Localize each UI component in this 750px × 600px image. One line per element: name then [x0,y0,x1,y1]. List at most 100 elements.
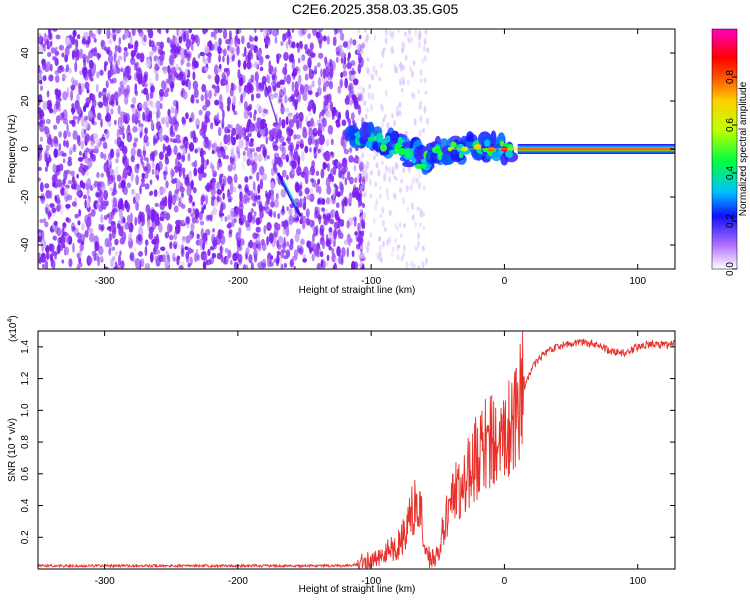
noise-cell [381,206,385,214]
noise-cell [112,29,116,33]
noise-cell [150,251,154,263]
noise-cell [58,44,64,51]
noise-cell [221,183,225,192]
noise-cell [375,161,379,169]
noise-cell [130,254,133,260]
noise-cell [222,55,225,63]
noise-cell [325,110,331,118]
noise-cell [180,73,186,83]
noise-cell [55,99,59,110]
noise-cell [170,106,175,114]
noise-cell [103,144,108,150]
noise-cell [218,160,223,168]
noise-cell [321,231,325,241]
x-tick-label: -300 [95,576,115,587]
noise-cell [137,234,143,242]
noise-cell [357,105,362,116]
noise-cell [409,184,413,191]
noise-cell [126,132,133,143]
noise-cell [195,98,200,104]
noise-cell [238,77,244,87]
noise-cell [371,93,375,101]
noise-cell [329,218,335,225]
noise-cell [323,99,329,106]
noise-cell [304,187,310,195]
noise-cell [381,240,385,248]
noise-cell [318,52,324,59]
noise-cell [374,69,378,77]
noise-cell [354,49,361,56]
signal-blob [418,163,427,169]
noise-cell [154,202,159,208]
noise-cell [110,222,115,233]
noise-cell [160,186,167,194]
noise-cell [190,41,194,52]
spectrogram-streak [263,81,302,217]
noise-cell [125,84,131,95]
noise-cell [333,221,340,230]
noise-cell [255,226,261,233]
noise-cell [333,262,337,269]
noise-cell [293,213,298,219]
noise-cell [405,185,409,192]
noise-cell [75,39,79,49]
noise-cell [382,117,386,123]
noise-cell [205,99,211,108]
noise-cell [61,67,65,73]
snr-series [38,331,675,569]
noise-cell [348,155,354,163]
noise-cell [77,157,84,162]
noise-cell [343,148,349,155]
noise-cell [96,112,102,121]
noise-cell [328,80,334,90]
noise-cell [158,88,165,97]
noise-cell [402,244,406,252]
noise-cell [42,100,48,111]
noise-cell [213,64,219,76]
noise-cell [418,30,422,36]
noise-cell [317,76,322,87]
noise-cell [402,64,406,71]
noise-cell [256,171,260,182]
noise-cell [351,190,356,199]
noise-cell [279,254,282,266]
noise-cell [269,262,273,267]
noise-cell [355,191,360,201]
noise-cell [260,206,266,211]
noise-cell [274,156,278,166]
noise-cell [326,185,332,195]
noise-cell [335,56,339,63]
noise-cell [295,143,300,150]
signal-peak [367,136,375,142]
noise-cell [280,153,287,160]
noise-cell [232,53,236,58]
noise-cell [330,138,334,146]
noise-cell [419,115,423,123]
noise-cell [199,128,204,136]
noise-cell [362,162,366,168]
noise-cell [312,243,318,254]
noise-cell [71,119,76,127]
noise-cell [315,31,321,39]
noise-cell [319,134,326,145]
noise-cell [337,217,341,223]
noise-cell [129,34,133,45]
snr-frame [37,330,676,570]
noise-cell [122,168,127,179]
noise-cell [78,150,83,156]
noise-cell [368,178,372,187]
noise-cell [302,215,307,223]
noise-cell [44,125,48,135]
noise-cell [296,166,302,177]
noise-cell [390,31,394,40]
snr-multiplier-exponent: 4 [7,319,14,323]
noise-cell [358,84,362,92]
noise-cell [185,112,189,120]
noise-cell [308,111,313,117]
noise-cell [191,248,194,254]
noise-cell [393,63,397,71]
noise-cell [307,170,312,176]
noise-cell [187,247,192,255]
noise-cell [150,85,155,93]
noise-cell [336,191,341,198]
